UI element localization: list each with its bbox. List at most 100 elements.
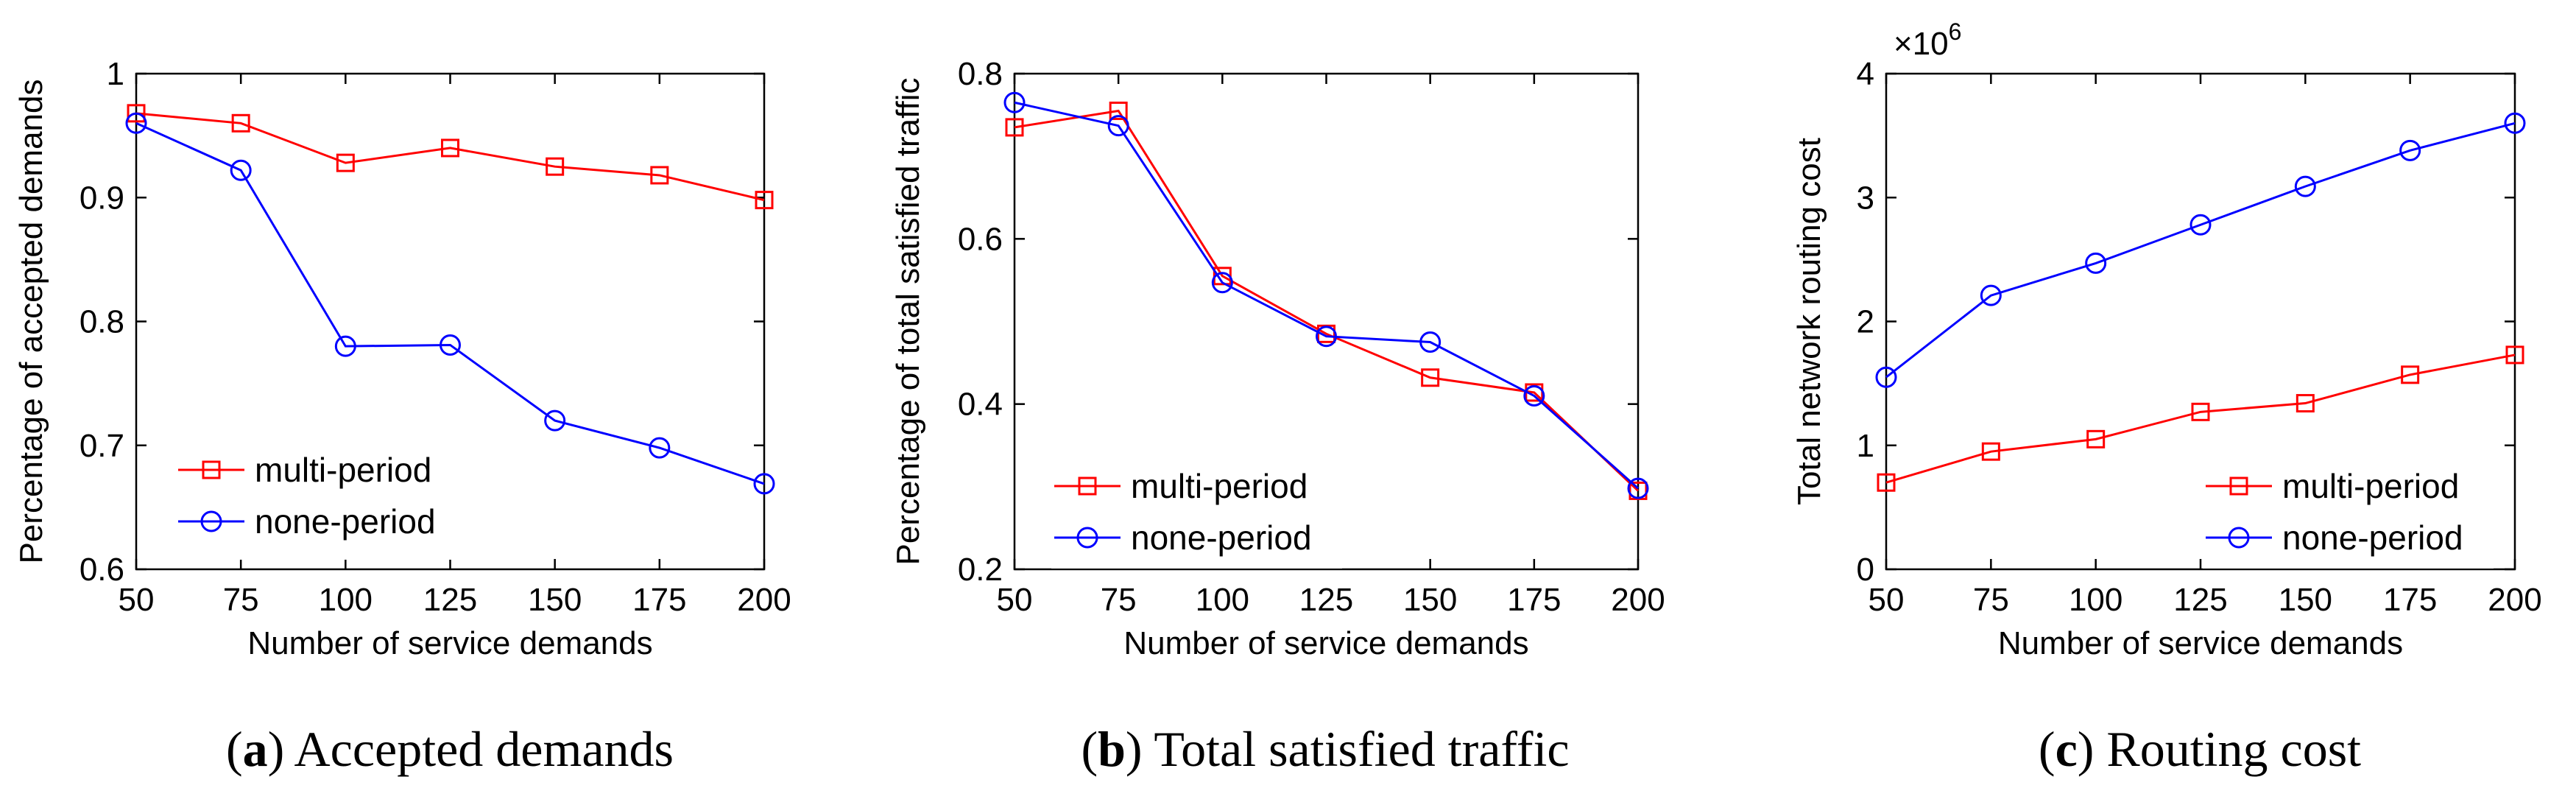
x-axis-label: Number of service demands [1998,625,2403,661]
data-point [753,473,775,495]
series-line-none-period [1885,122,2516,379]
data-point [1109,101,1128,120]
chart-panel-b: 50 75 100 125 150 175 200 0.2 0.4 0.6 0.8 Number of… [890,56,1665,777]
series-multi-period [127,104,774,210]
y-tick-label: 0.6 [958,221,1003,257]
x-axis-label: Number of service demands [1123,625,1528,661]
legend-marker [202,460,221,479]
x-tick-label: 200 [2488,582,2541,618]
data-point [336,153,355,172]
legend-box [2203,451,2494,569]
y-axis: 0.6 0.7 0.8 0.9 1 [80,56,764,588]
x-tick-label: 100 [319,582,373,618]
data-point [125,112,147,134]
x-tick-label: 200 [737,582,791,618]
series-multi-period [1005,101,1648,500]
data-point [2504,112,2526,134]
y-axis: 0 1 2 3 4 [1857,56,2515,588]
legend-entry: multi-period [255,451,431,489]
y-axis-label: Percentage of accepted demands [13,79,49,563]
legend-marker [2228,527,2250,549]
x-axis-label: Number of service demands [247,625,652,661]
series-none-period [1875,112,2526,388]
data-point [441,138,459,158]
x-tick-label: 200 [1611,582,1665,618]
data-point [1003,91,1026,113]
data-point [1877,473,1896,492]
x-tick-label: 100 [1196,582,1249,618]
data-point [2505,345,2524,365]
chart-panel-a: 50 75 100 125 150 175 200 0.6 0.7 0.8 0.9 1 Number o… [13,56,791,777]
y-tick-label: 2 [1857,304,1874,340]
x-tick-label: 125 [423,582,477,618]
data-point [230,159,252,181]
x-tick-label: 175 [2383,582,2437,618]
legend-box [175,435,466,560]
panel-caption: (a) Accepted demands [226,721,674,777]
y-axis-multiplier: ×106 [1894,18,1961,62]
data-point [1419,331,1441,353]
series-none-period [125,112,775,495]
data-point [127,104,146,123]
legend-marker [1078,476,1097,496]
y-tick-label: 4 [1857,56,1874,92]
chart-panel-c: 50 75 100 125 150 175 200 0 1 2 3 4 Number of servic… [1791,18,2542,777]
data-point [231,113,250,133]
x-axis: 50 75 100 125 150 175 200 [119,74,791,618]
data-point [1316,326,1337,348]
y-tick-label: 3 [1857,180,1874,216]
series-line-none-period [135,122,765,485]
x-tick-label: 50 [1869,582,1905,618]
x-axis: 50 75 100 125 150 175 200 [997,74,1665,618]
legend: multi-period none-period [2203,451,2494,569]
legend-entry: multi-period [2282,467,2459,505]
data-point [2294,175,2316,197]
data-point [1107,115,1129,137]
data-point [2086,429,2106,449]
y-axis-label: Percentage of total satisfied traffic [890,78,926,566]
series-line-multi-period [135,112,765,202]
data-point [2191,402,2210,421]
x-tick-label: 175 [1507,582,1561,618]
data-point [649,437,671,459]
x-tick-label: 150 [2279,582,2332,618]
y-axis: 0.2 0.4 0.6 0.8 [958,56,1638,588]
data-point [1421,368,1440,387]
data-point [2296,394,2315,413]
series-none-period [1003,91,1649,499]
data-point [2189,214,2212,236]
y-axis-label: Total network routing cost [1791,138,1827,505]
y-tick-label: 0 [1857,552,1874,588]
y-tick-label: 0.9 [80,180,124,216]
data-point [1627,477,1649,499]
x-tick-label: 50 [997,582,1033,618]
data-point [1523,384,1545,407]
data-point [1875,366,1897,388]
y-tick-label: 0.8 [958,56,1003,92]
data-point [2401,365,2420,384]
data-point [2085,252,2107,274]
data-point [1211,272,1233,294]
x-tick-label: 100 [2069,582,2122,618]
x-tick-label: 150 [1403,582,1457,618]
x-axis: 50 75 100 125 150 175 200 [1869,74,2542,618]
data-point [1981,442,2000,461]
x-tick-label: 75 [223,582,259,618]
legend-marker [200,510,222,532]
y-tick-label: 1 [1857,428,1874,464]
data-point [1005,118,1024,137]
series-multi-period [1877,345,2524,492]
legend-marker [2229,476,2248,496]
y-tick-label: 0.4 [958,387,1003,423]
data-point [1980,284,2002,306]
legend: multi-period none-period [175,435,466,560]
series-line-none-period [1014,101,1639,490]
data-point [650,166,669,185]
x-tick-label: 75 [1973,582,2009,618]
data-point [544,409,566,432]
series-line-multi-period [1014,109,1640,492]
y-tick-label: 0.2 [958,552,1003,588]
x-tick-label: 125 [2173,582,2227,618]
panel-caption: (b) Total satisfied traffic [1081,721,1569,777]
